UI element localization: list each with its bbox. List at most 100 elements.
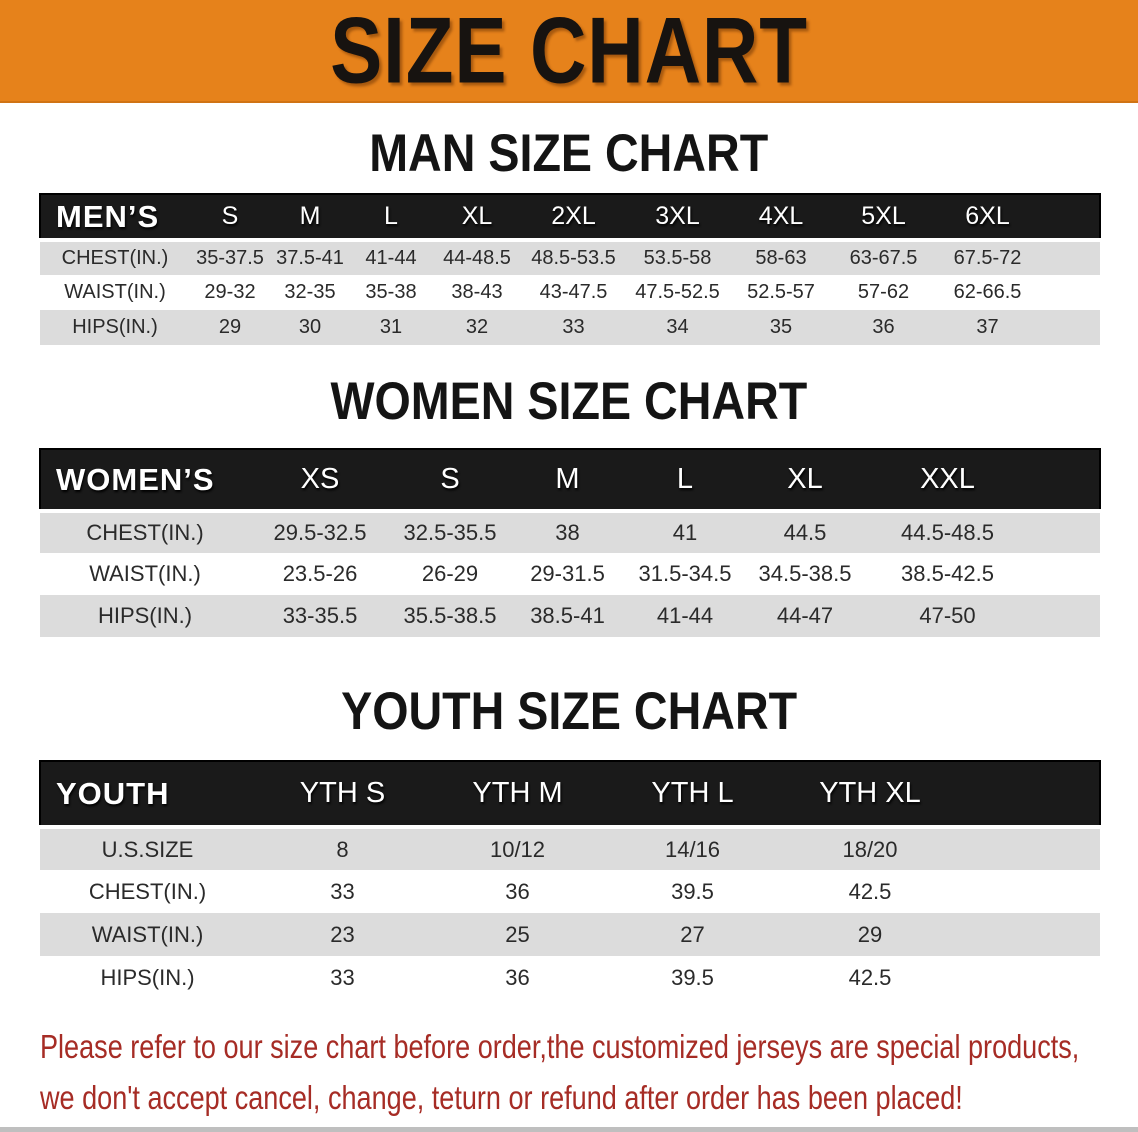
size-value-cell: 34.5-38.5 <box>745 553 865 595</box>
size-value-cell: 36 <box>832 310 935 345</box>
size-value-cell: 38-43 <box>432 275 522 310</box>
youth-size-header-xl: YTH XL <box>780 760 960 828</box>
size-value-cell: 44.5 <box>745 509 865 553</box>
youth-heading-wrap: YOUTH SIZE CHART <box>0 682 1138 741</box>
man-section: MAN SIZE CHART MEN’S S M L XL 2XL 3XL 4X… <box>0 124 1138 345</box>
size-value-cell: 52.5-57 <box>730 275 832 310</box>
size-value-cell: 8 <box>255 825 430 870</box>
men-size-header-2xl: 2XL <box>522 193 625 241</box>
size-value-cell: 42.5 <box>780 870 960 913</box>
disclaimer-line-1: Please refer to our size chart before or… <box>40 1028 1080 1065</box>
size-value-cell: 33 <box>255 870 430 913</box>
size-value-cell: 33 <box>255 956 430 999</box>
man-heading-wrap: MAN SIZE CHART <box>0 124 1138 183</box>
spacer-cell <box>1030 509 1100 553</box>
spacer-cell <box>1040 238 1100 275</box>
size-value-cell: 29-31.5 <box>510 553 625 595</box>
spacer-cell <box>1030 448 1101 512</box>
row-label-cell: CHEST(IN.) <box>40 238 190 275</box>
youth-section: YOUTH SIZE CHART YOUTH YTH S YTH M YTH L… <box>0 682 1138 999</box>
women-size-header-l: L <box>625 448 745 512</box>
women-header-row: WOMEN’S XS S M L XL XXL <box>39 448 1101 512</box>
size-value-cell: 37 <box>935 310 1040 345</box>
size-value-cell: 58-63 <box>730 238 832 275</box>
size-value-cell: 33-35.5 <box>250 595 390 637</box>
youth-group-label: YOUTH <box>39 760 255 828</box>
size-value-cell: 26-29 <box>390 553 510 595</box>
size-value-cell: 31.5-34.5 <box>625 553 745 595</box>
men-group-label: MEN’S <box>39 193 190 241</box>
size-value-cell: 53.5-58 <box>625 238 730 275</box>
size-value-cell: 47.5-52.5 <box>625 275 730 310</box>
spacer-cell <box>960 760 1101 828</box>
size-value-cell: 29 <box>780 913 960 956</box>
row-label-cell: U.S.SIZE <box>40 825 255 870</box>
women-size-header-xxl: XXL <box>865 448 1030 512</box>
size-value-cell: 14/16 <box>605 825 780 870</box>
size-value-cell: 38.5-42.5 <box>865 553 1030 595</box>
spacer-cell <box>1030 553 1100 595</box>
size-value-cell: 30 <box>270 310 350 345</box>
page-title: SIZE CHART <box>330 0 808 103</box>
youth-section-heading: YOUTH SIZE CHART <box>340 682 798 741</box>
spacer-cell <box>960 825 1100 870</box>
size-value-cell: 37.5-41 <box>270 238 350 275</box>
size-value-cell: 41-44 <box>350 238 432 275</box>
size-value-cell: 39.5 <box>605 870 780 913</box>
women-size-header-xl: XL <box>745 448 865 512</box>
women-chest-row: CHEST(IN.) 29.5-32.5 32.5-35.5 38 41 44.… <box>40 509 1100 553</box>
spacer-cell <box>1030 595 1100 637</box>
men-size-header-m: M <box>270 193 350 241</box>
size-value-cell: 23 <box>255 913 430 956</box>
women-size-table: WOMEN’S XS S M L XL XXL CHEST(IN.) 29.5-… <box>39 448 1101 637</box>
women-size-header-s: S <box>390 448 510 512</box>
spacer-cell <box>1040 275 1100 310</box>
men-size-header-5xl: 5XL <box>832 193 935 241</box>
size-value-cell: 18/20 <box>780 825 960 870</box>
size-value-cell: 36 <box>430 956 605 999</box>
men-header-row: MEN’S S M L XL 2XL 3XL 4XL 5XL 6XL <box>39 193 1101 241</box>
men-size-header-xl: XL <box>432 193 522 241</box>
size-value-cell: 48.5-53.5 <box>522 238 625 275</box>
size-value-cell: 62-66.5 <box>935 275 1040 310</box>
row-label-cell: CHEST(IN.) <box>40 870 255 913</box>
man-section-heading: MAN SIZE CHART <box>369 124 769 183</box>
size-value-cell: 29 <box>190 310 270 345</box>
women-size-header-xs: XS <box>250 448 390 512</box>
women-waist-row: WAIST(IN.) 23.5-26 26-29 29-31.5 31.5-34… <box>40 553 1100 595</box>
disclaimer-line-2: we don't accept cancel, change, teturn o… <box>40 1079 963 1116</box>
size-value-cell: 29-32 <box>190 275 270 310</box>
women-hips-row: HIPS(IN.) 33-35.5 35.5-38.5 38.5-41 41-4… <box>40 595 1100 637</box>
size-value-cell: 39.5 <box>605 956 780 999</box>
women-group-label: WOMEN’S <box>39 448 250 512</box>
youth-hips-row: HIPS(IN.) 33 36 39.5 42.5 <box>40 956 1100 999</box>
size-value-cell: 41-44 <box>625 595 745 637</box>
size-value-cell: 57-62 <box>832 275 935 310</box>
size-value-cell: 34 <box>625 310 730 345</box>
spacer-cell <box>1040 193 1101 241</box>
spacer-cell <box>960 870 1100 913</box>
row-label-cell: HIPS(IN.) <box>40 956 255 999</box>
size-value-cell: 44.5-48.5 <box>865 509 1030 553</box>
size-value-cell: 33 <box>522 310 625 345</box>
size-value-cell: 43-47.5 <box>522 275 625 310</box>
size-value-cell: 32.5-35.5 <box>390 509 510 553</box>
size-value-cell: 35-37.5 <box>190 238 270 275</box>
row-label-cell: CHEST(IN.) <box>40 509 250 553</box>
size-value-cell: 27 <box>605 913 780 956</box>
disclaimer: Please refer to our size chart before or… <box>40 1025 1138 1127</box>
row-label-cell: WAIST(IN.) <box>40 275 190 310</box>
row-label-cell: HIPS(IN.) <box>40 310 190 345</box>
bottom-divider <box>0 1127 1138 1132</box>
size-value-cell: 32 <box>432 310 522 345</box>
size-value-cell: 47-50 <box>865 595 1030 637</box>
size-value-cell: 42.5 <box>780 956 960 999</box>
spacer-cell <box>1040 310 1100 345</box>
youth-chest-row: CHEST(IN.) 33 36 39.5 42.5 <box>40 870 1100 913</box>
size-value-cell: 36 <box>430 870 605 913</box>
women-size-header-m: M <box>510 448 625 512</box>
size-value-cell: 44-47 <box>745 595 865 637</box>
women-section-heading: WOMEN SIZE CHART <box>330 372 808 431</box>
youth-size-table: YOUTH YTH S YTH M YTH L YTH XL U.S.SIZE … <box>39 760 1101 999</box>
spacer-cell <box>960 913 1100 956</box>
